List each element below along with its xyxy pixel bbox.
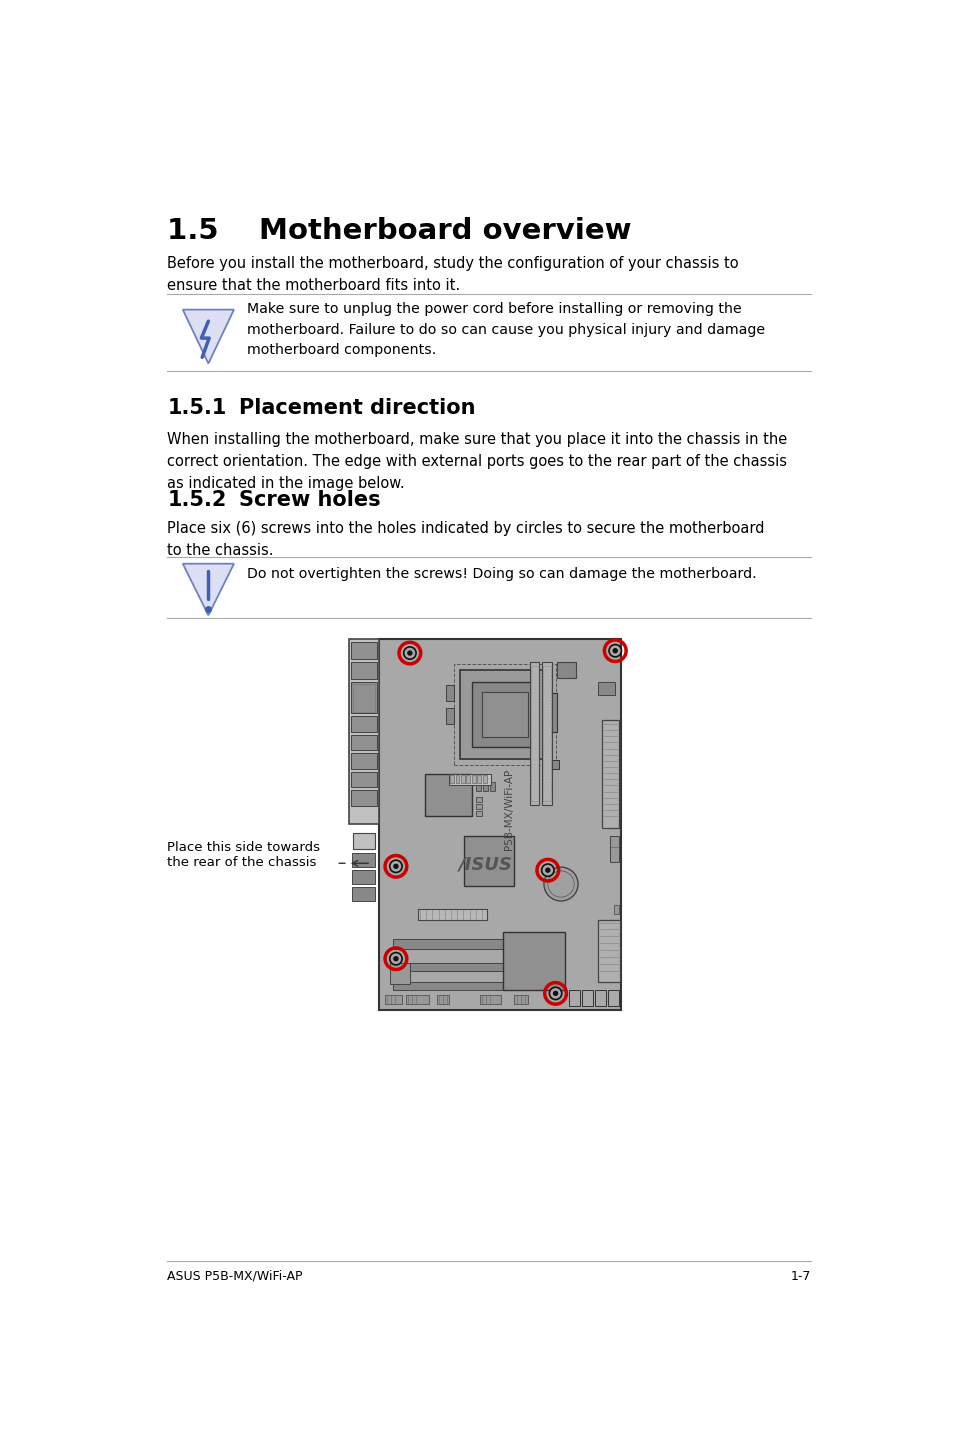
Circle shape [553,991,558,997]
Bar [479,995,500,1004]
Bar [390,962,410,984]
Circle shape [612,649,618,653]
Bar [446,709,454,723]
Bar [351,682,376,713]
Bar [472,775,476,784]
Bar [472,682,537,746]
Bar [530,663,538,805]
Bar [549,693,557,732]
Bar [601,720,618,828]
Bar [568,989,579,1007]
Bar [598,920,619,982]
Text: Place six (6) screws into the holes indicated by circles to secure the motherboa: Place six (6) screws into the holes indi… [167,521,764,558]
Text: 1.5.1: 1.5.1 [167,398,227,418]
Circle shape [393,864,398,869]
Circle shape [543,867,578,902]
Circle shape [403,647,416,659]
Text: When installing the motherboard, make sure that you place it into the chassis in: When installing the motherboard, make su… [167,431,787,492]
Text: /ISUS: /ISUS [458,856,512,873]
Bar [351,754,376,768]
Bar [351,716,376,732]
Bar [613,905,618,915]
Text: Placement direction: Placement direction [239,398,476,418]
Bar [349,638,378,824]
Bar [446,686,454,700]
Text: 1-7: 1-7 [789,1270,810,1283]
Bar [476,782,480,791]
Circle shape [544,867,550,873]
Bar [482,782,488,791]
Bar [351,772,376,787]
Bar [481,692,527,736]
Bar [464,835,514,886]
Circle shape [541,864,554,876]
Bar [502,932,564,989]
Bar [476,775,480,784]
Bar [608,989,618,1007]
Bar [406,995,429,1004]
Bar [351,643,376,659]
Bar [352,887,375,902]
Bar [417,909,487,920]
Text: Make sure to unplug the power cord before installing or removing the
motherboard: Make sure to unplug the power cord befor… [247,302,764,357]
Bar [598,682,615,696]
Bar [476,797,481,802]
Bar [351,735,376,751]
Bar [393,982,547,991]
Bar [514,995,528,1004]
Bar [545,761,558,769]
Bar [459,670,549,758]
Bar [353,833,375,848]
Bar [581,989,592,1007]
Text: ASUS P5B-MX/WiFi-AP: ASUS P5B-MX/WiFi-AP [167,1270,302,1283]
Bar [352,853,375,867]
Bar [476,811,481,817]
Bar [542,663,551,805]
Bar [466,775,470,784]
Circle shape [407,650,412,656]
Polygon shape [183,309,233,364]
Text: 1.5    Motherboard overview: 1.5 Motherboard overview [167,217,631,246]
Bar [378,638,620,1011]
Bar [476,804,481,810]
Bar [595,989,605,1007]
Bar [351,663,376,679]
Bar [609,835,618,863]
Text: Before you install the motherboard, study the configuration of your chassis to
e: Before you install the motherboard, stud… [167,256,739,293]
Bar [530,666,537,801]
Polygon shape [183,564,233,615]
Bar [454,664,555,765]
Bar [489,782,495,791]
Bar [393,939,547,949]
Bar [436,995,448,1004]
Bar [456,775,459,784]
Text: 1.5.2: 1.5.2 [167,490,227,510]
Bar [482,775,486,784]
Text: Screw holes: Screw holes [239,490,380,510]
Bar [393,962,532,971]
Bar [352,870,375,884]
Bar [385,995,402,1004]
Bar [353,684,375,712]
Text: Place this side towards
the rear of the chassis: Place this side towards the rear of the … [167,841,320,869]
Bar [557,663,576,677]
Circle shape [549,988,561,999]
Text: P5B-MX/WiFi-AP: P5B-MX/WiFi-AP [503,769,514,850]
Circle shape [608,644,620,657]
Bar [450,775,454,784]
Bar [448,774,491,785]
Text: Do not overtighten the screws! Doing so can damage the motherboard.: Do not overtighten the screws! Doing so … [247,567,756,581]
Bar [351,789,376,805]
Bar [460,775,464,784]
Circle shape [390,952,402,965]
Circle shape [393,956,398,962]
Bar [425,774,472,817]
Bar [542,666,550,801]
Circle shape [390,860,402,873]
